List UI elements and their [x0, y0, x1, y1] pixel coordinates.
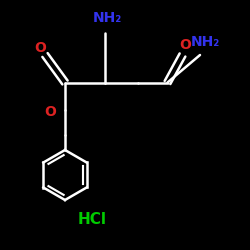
Text: O: O — [44, 106, 56, 120]
Text: NH₂: NH₂ — [93, 10, 122, 24]
Text: NH₂: NH₂ — [190, 36, 220, 50]
Text: O: O — [34, 40, 46, 54]
Text: O: O — [179, 38, 191, 52]
Text: HCl: HCl — [78, 212, 107, 228]
